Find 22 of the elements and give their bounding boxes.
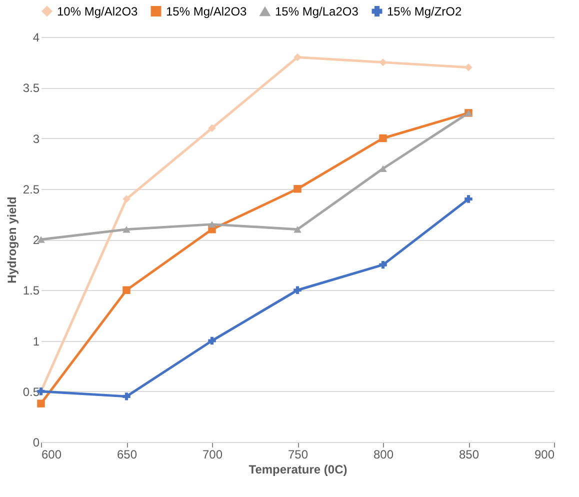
y-tick-label: 1.5 (22, 284, 40, 298)
y-tick-label: 4 (32, 30, 40, 44)
y-tick-label: 3 (32, 132, 40, 146)
legend-label: 15% Mg/ZrO2 (387, 4, 462, 18)
y-tick-label: 1 (32, 334, 40, 348)
x-tick-label: 850 (458, 448, 480, 462)
y-tick-label: 3.5 (22, 81, 40, 96)
legend-label: 15% Mg/Al2O3 (166, 4, 248, 18)
y-tick-label: 2.5 (22, 182, 40, 196)
x-tick-label: 600 (42, 448, 62, 462)
x-tick-label: 750 (288, 448, 308, 462)
x-tick-label: 650 (116, 448, 138, 462)
legend-label: 15% Mg/La2O3 (275, 4, 359, 19)
x-axis-title: Temperature (0C) (248, 462, 348, 476)
y-tick-label: 2 (32, 233, 40, 247)
x-tick-label: 800 (373, 448, 394, 462)
legend-label: 10% Mg/Al2O3 (57, 4, 138, 18)
y-axis-title: Hydrogen yield (4, 196, 19, 284)
y-tick-label: 0 (32, 436, 40, 450)
y-tick-label: 0.5 (22, 384, 40, 399)
x-tick-label: 700 (202, 448, 223, 462)
x-tick-label: 900 (534, 448, 555, 462)
